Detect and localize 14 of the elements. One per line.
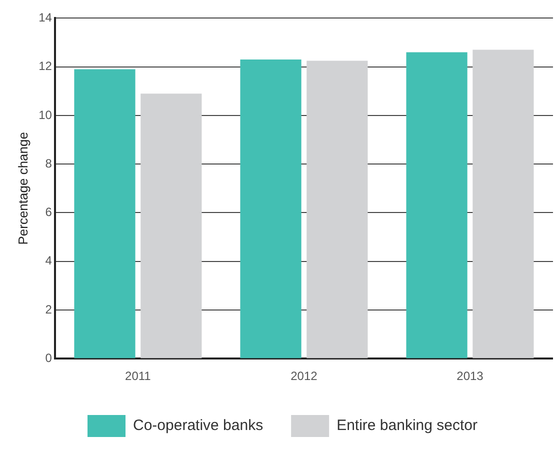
y-tick-label: 10: [38, 108, 52, 122]
legend-label: Entire banking sector: [336, 417, 478, 434]
y-tick-label: 4: [45, 254, 52, 268]
y-tick-label: 14: [38, 10, 52, 25]
x-tick-label: 2013: [456, 369, 484, 384]
y-axis-title: Percentage change: [15, 132, 30, 245]
y-tick-label: 0: [45, 350, 52, 365]
y-tick-label: 2: [45, 302, 52, 316]
y-tick-label: 6: [45, 205, 52, 220]
x-tick-label: 2011: [125, 369, 152, 384]
y-tick-label: 12: [38, 59, 52, 74]
y-tick-label: 8: [45, 156, 52, 170]
legend-label: Co-operative banks: [133, 417, 264, 434]
x-tick-label: 2012: [290, 369, 318, 384]
